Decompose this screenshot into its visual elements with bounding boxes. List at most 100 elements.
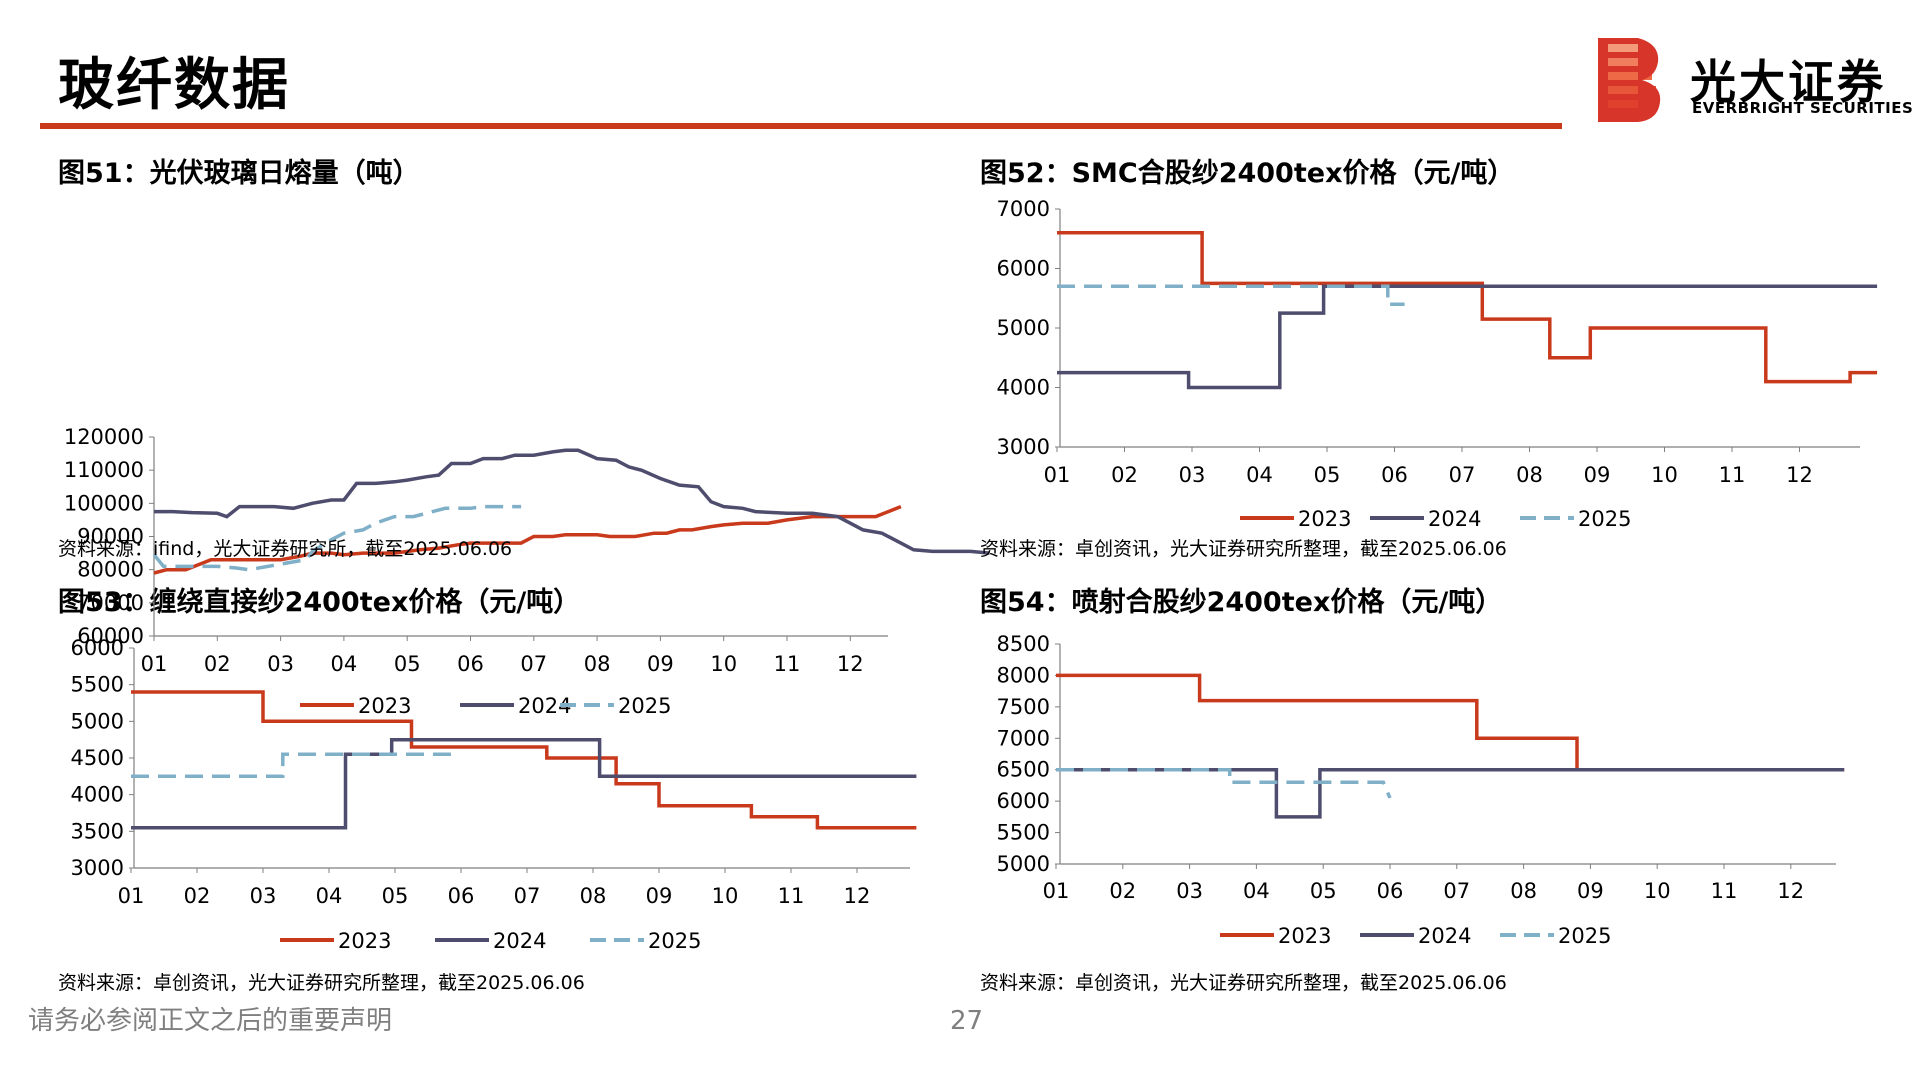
legend-label: 2023 <box>1278 924 1331 948</box>
series-line-2023 <box>153 504 902 575</box>
figure-source: 资料来源：卓创资讯，光大证券研究所整理，截至2025.06.06 <box>980 972 1507 994</box>
x-tick-label: 03 <box>267 652 294 676</box>
x-tick-label: 01 <box>1043 879 1070 903</box>
figure-title: 图53：缠绕直接纱2400tex价格（元/吨） <box>58 587 581 618</box>
chart-51-daily-melt: 60000 70000 80000 90000 100000 110000 120000 01… <box>64 425 990 718</box>
x-tick-label: 01 <box>118 884 145 908</box>
y-tick-label: 5000 <box>71 709 124 733</box>
y-tick-label: 7000 <box>997 197 1050 221</box>
series-line-2025 <box>152 504 522 572</box>
disclaimer-note: 请务必参阅正文之后的重要声明 <box>28 1006 393 1036</box>
legend-label: 2025 <box>648 929 701 953</box>
x-tick-label: 11 <box>1719 463 1746 487</box>
x-tick-label: 06 <box>1377 879 1404 903</box>
y-tick-label: 4000 <box>997 376 1050 400</box>
brand-name-cn: 光大证券 <box>1690 55 1886 109</box>
chart-53-direct-roving-price: 3000 3500 4000 4500 5000 5500 6000 01 02 03 04 05 06… <box>71 636 917 953</box>
x-tick-label: 05 <box>1310 879 1337 903</box>
x-tick-label: 07 <box>520 652 547 676</box>
y-tick-label: 80000 <box>77 558 144 582</box>
legend-label: 2023 <box>358 694 411 718</box>
y-tick-label: 5500 <box>71 673 124 697</box>
x-tick-label: 12 <box>1786 463 1813 487</box>
x-tick-label: 06 <box>1381 463 1408 487</box>
series-line-2025 <box>1056 767 1392 799</box>
x-tick-label: 09 <box>646 884 673 908</box>
series-line-2023 <box>1057 231 1878 384</box>
x-tick-label: 11 <box>1711 879 1738 903</box>
series-line-2025 <box>131 752 458 779</box>
y-tick-label: 60000 <box>77 624 144 648</box>
y-tick-label: 5000 <box>997 316 1050 340</box>
x-tick-label: 10 <box>1644 879 1671 903</box>
figure-source: 资料来源：卓创资讯，光大证券研究所整理，截至2025.06.06 <box>980 538 1507 560</box>
figure-title: 图54：喷射合股纱2400tex价格（元/吨） <box>980 587 1503 618</box>
x-tick-label: 12 <box>837 652 864 676</box>
x-tick-label: 05 <box>382 884 409 908</box>
page-title: 玻纤数据 <box>58 53 290 118</box>
figure-title: 图51：光伏玻璃日熔量（吨） <box>58 158 420 189</box>
legend-label: 2025 <box>618 694 671 718</box>
x-tick-label: 12 <box>1777 879 1804 903</box>
x-tick-label: 09 <box>647 652 674 676</box>
x-tick-label: 08 <box>1510 879 1537 903</box>
x-tick-label: 01 <box>141 652 168 676</box>
legend-label: 2024 <box>1418 924 1471 948</box>
y-tick-label: 120000 <box>64 425 144 449</box>
x-tick-label: 12 <box>844 884 871 908</box>
series-line-2024 <box>1057 284 1878 390</box>
x-tick-label: 05 <box>1314 463 1341 487</box>
x-tick-label: 04 <box>331 652 358 676</box>
figure-source: 资料来源：卓创资讯，光大证券研究所整理，截至2025.06.06 <box>58 972 585 994</box>
x-tick-label: 06 <box>448 884 475 908</box>
y-tick-label: 3000 <box>71 856 124 880</box>
y-tick-label: 70000 <box>77 591 144 615</box>
x-tick-label: 07 <box>1443 879 1470 903</box>
series-line-2024 <box>154 448 990 555</box>
x-tick-label: 03 <box>250 884 277 908</box>
x-tick-label: 08 <box>1516 463 1543 487</box>
y-tick-label: 5500 <box>997 821 1050 845</box>
x-tick-label: 09 <box>1584 463 1611 487</box>
x-tick-label: 08 <box>584 652 611 676</box>
legend-label: 2023 <box>1298 507 1351 531</box>
series-line-2024 <box>1056 767 1845 819</box>
legend-label: 2024 <box>1428 507 1481 531</box>
y-tick-label: 6000 <box>71 636 124 660</box>
series-line-2025 <box>1057 284 1405 306</box>
x-tick-label: 10 <box>1651 463 1678 487</box>
y-tick-label: 4500 <box>71 746 124 770</box>
x-tick-label: 02 <box>184 884 211 908</box>
y-tick-label: 4000 <box>71 783 124 807</box>
legend-label: 2025 <box>1558 924 1611 948</box>
x-tick-label: 03 <box>1176 879 1203 903</box>
y-tick-label: 6000 <box>997 257 1050 281</box>
x-tick-label: 08 <box>580 884 607 908</box>
y-tick-label: 3000 <box>997 435 1050 459</box>
everbright-logo-icon <box>1598 38 1661 122</box>
series-line-2024 <box>131 737 917 830</box>
y-tick-label: 110000 <box>64 458 144 482</box>
chart-54-spray-roving-price: 5000 5500 6000 6500 7000 7500 8000 8500 01 02 03 04… <box>997 632 1845 948</box>
x-tick-label: 07 <box>514 884 541 908</box>
x-tick-label: 11 <box>778 884 805 908</box>
x-tick-label: 06 <box>457 652 484 676</box>
y-tick-label: 90000 <box>77 525 144 549</box>
legend-label: 2023 <box>338 929 391 953</box>
x-tick-label: 11 <box>774 652 801 676</box>
x-tick-label: 04 <box>1246 463 1273 487</box>
x-tick-label: 01 <box>1044 463 1071 487</box>
y-tick-label: 7500 <box>997 695 1050 719</box>
legend-label: 2024 <box>493 929 546 953</box>
page-number: 27 <box>950 1006 984 1036</box>
y-tick-label: 7000 <box>997 726 1050 750</box>
x-tick-label: 04 <box>316 884 343 908</box>
figure-source: 资料来源：ifind，光大证券研究所，截至2025.06.06 <box>58 538 513 560</box>
brand-name-en: EVERBRIGHT SECURITIES <box>1692 99 1914 117</box>
x-tick-label: 05 <box>394 652 421 676</box>
x-tick-label: 03 <box>1179 463 1206 487</box>
y-tick-label: 8000 <box>997 663 1050 687</box>
x-tick-label: 02 <box>204 652 231 676</box>
y-tick-label: 5000 <box>997 852 1050 876</box>
series-line-2023 <box>1056 673 1845 772</box>
